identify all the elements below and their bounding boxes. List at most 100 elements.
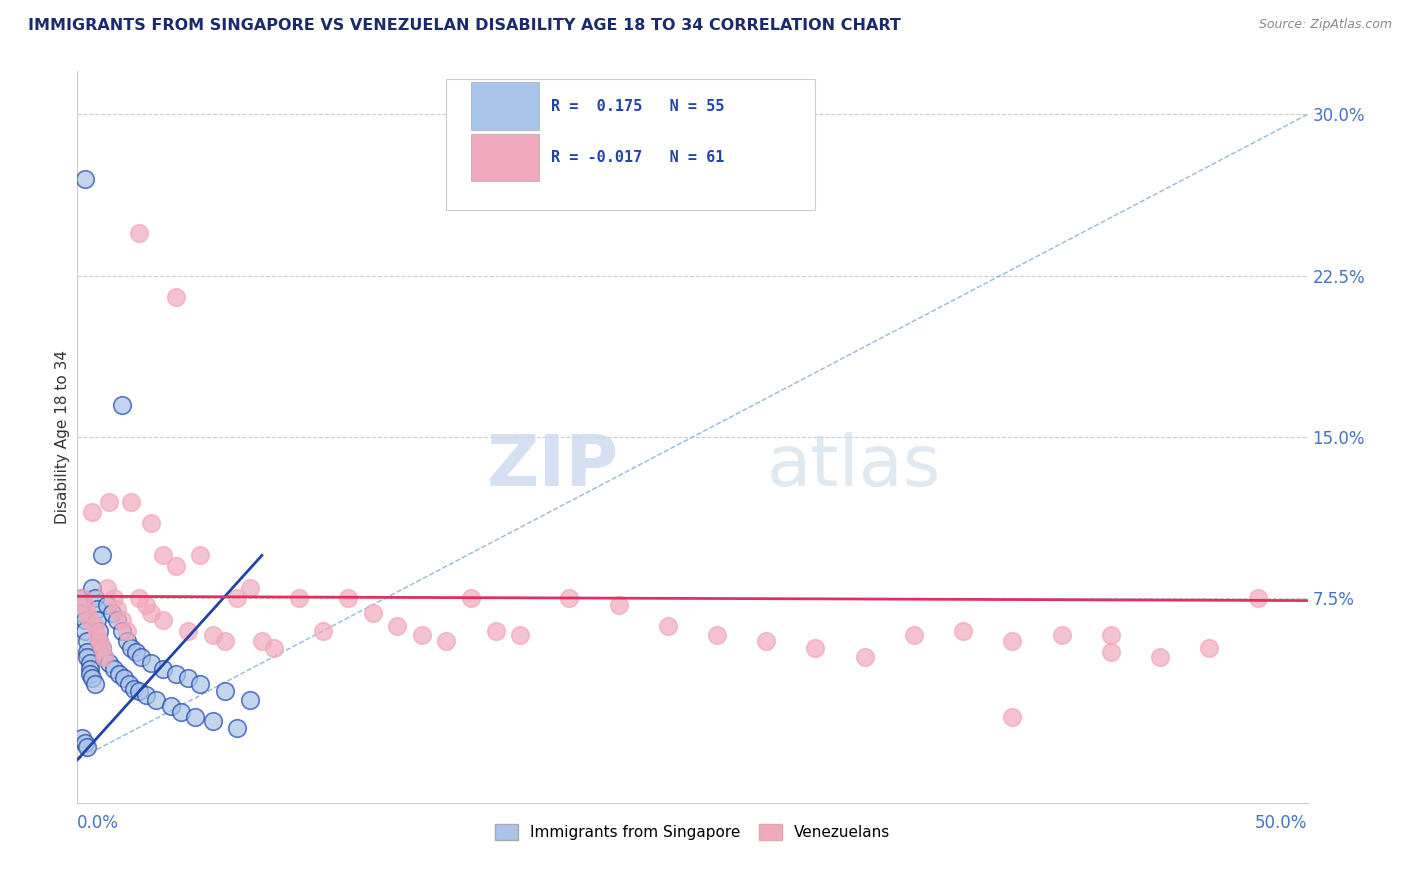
Point: [76, 739, 98, 754]
Y-axis label: Disability Age 18 to 34: Disability Age 18 to 34: [55, 350, 70, 524]
Point: [152, 549, 174, 563]
Point: [101, 607, 124, 621]
Point: [239, 692, 262, 706]
Point: [121, 640, 143, 655]
Legend: Immigrants from Singapore, Venezuelans: Immigrants from Singapore, Venezuelans: [489, 818, 896, 847]
Point: [141, 516, 163, 530]
Point: [141, 607, 163, 621]
Point: [226, 591, 249, 606]
Point: [135, 688, 157, 702]
Point: [73, 624, 96, 638]
Point: [1149, 649, 1171, 664]
Point: [105, 613, 128, 627]
Point: [201, 628, 224, 642]
Point: [607, 598, 630, 612]
Point: [121, 494, 143, 508]
Point: [73, 735, 96, 749]
Point: [82, 581, 104, 595]
Point: [755, 634, 778, 648]
Text: 0.0%: 0.0%: [77, 814, 120, 831]
Point: [1099, 645, 1122, 659]
Point: [177, 624, 200, 638]
Point: [122, 681, 145, 696]
Text: IMMIGRANTS FROM SINGAPORE VS VENEZUELAN DISABILITY AGE 18 TO 34 CORRELATION CHAR: IMMIGRANTS FROM SINGAPORE VS VENEZUELAN …: [28, 18, 901, 33]
Point: [83, 619, 105, 633]
Point: [239, 581, 262, 595]
Point: [952, 624, 974, 638]
Point: [1001, 634, 1024, 648]
Point: [706, 628, 728, 642]
Point: [145, 692, 167, 706]
Point: [135, 598, 157, 612]
FancyBboxPatch shape: [471, 134, 538, 181]
Point: [89, 634, 111, 648]
Point: [115, 634, 138, 648]
Point: [86, 613, 108, 627]
Point: [76, 649, 98, 664]
Point: [118, 677, 141, 691]
Point: [214, 684, 236, 698]
Point: [1099, 628, 1122, 642]
Point: [90, 640, 114, 655]
Point: [76, 607, 98, 621]
Point: [853, 649, 876, 664]
Point: [128, 591, 150, 606]
Point: [165, 290, 187, 304]
Point: [82, 505, 104, 519]
Point: [98, 656, 121, 670]
Point: [93, 649, 115, 664]
Point: [152, 662, 174, 676]
Point: [263, 640, 285, 655]
Point: [1001, 710, 1024, 724]
Point: [86, 602, 108, 616]
Point: [112, 671, 135, 685]
Text: Source: ZipAtlas.com: Source: ZipAtlas.com: [1258, 18, 1392, 31]
Point: [177, 671, 200, 685]
Point: [108, 666, 131, 681]
Point: [70, 607, 93, 621]
Point: [79, 656, 101, 670]
Point: [152, 613, 174, 627]
Point: [214, 634, 236, 648]
Point: [83, 591, 105, 606]
Point: [160, 698, 183, 713]
Text: ZIP: ZIP: [486, 432, 619, 500]
Text: R =  0.175   N = 55: R = 0.175 N = 55: [551, 99, 724, 114]
Point: [82, 671, 104, 685]
Point: [73, 598, 96, 612]
Point: [1198, 640, 1220, 655]
Text: 50.0%: 50.0%: [1256, 814, 1308, 831]
Point: [125, 645, 148, 659]
Point: [89, 634, 111, 648]
Point: [129, 649, 153, 664]
Point: [558, 591, 581, 606]
Point: [76, 634, 98, 648]
Point: [73, 613, 96, 627]
Point: [226, 721, 249, 735]
Point: [79, 662, 101, 676]
Point: [903, 628, 925, 642]
FancyBboxPatch shape: [471, 82, 538, 130]
Point: [79, 613, 101, 627]
Point: [96, 581, 118, 595]
Point: [250, 634, 273, 648]
Point: [73, 172, 96, 186]
Point: [86, 628, 108, 642]
Point: [337, 591, 360, 606]
Point: [93, 649, 115, 664]
Point: [411, 628, 433, 642]
Point: [76, 645, 98, 659]
Point: [170, 706, 193, 720]
Point: [184, 710, 207, 724]
Point: [188, 677, 212, 691]
Text: R = -0.017   N = 61: R = -0.017 N = 61: [551, 150, 724, 165]
Point: [288, 591, 311, 606]
Point: [79, 666, 101, 681]
Point: [90, 640, 114, 655]
Point: [165, 559, 187, 574]
Point: [111, 624, 132, 638]
Point: [436, 634, 458, 648]
Point: [1247, 591, 1270, 606]
Point: [188, 549, 212, 563]
Point: [70, 731, 93, 746]
